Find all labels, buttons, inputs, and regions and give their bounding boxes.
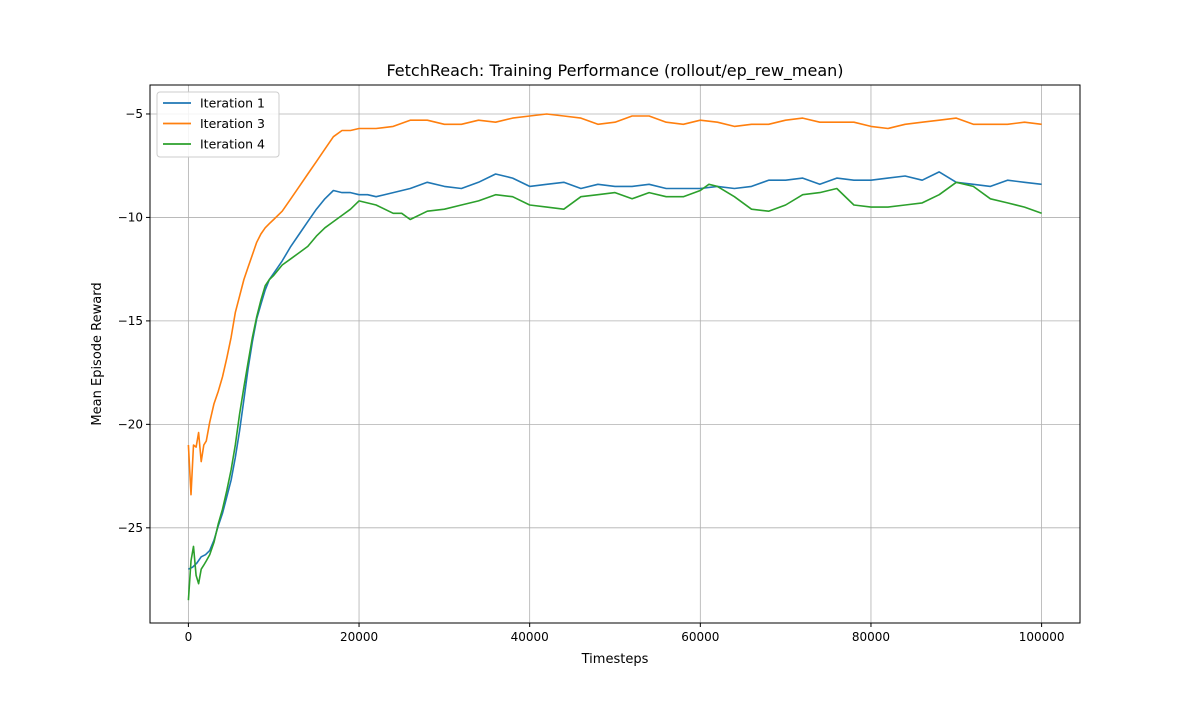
grid [150, 85, 1080, 623]
y-tick-label: −20 [118, 417, 143, 431]
y-tick-label: −25 [118, 521, 143, 535]
y-tick-label: −10 [118, 210, 143, 224]
y-axis-label: Mean Episode Reward [90, 282, 105, 425]
legend: Iteration 1 Iteration 3 Iteration 4 [156, 91, 280, 158]
legend-label: Iteration 3 [200, 116, 265, 131]
x-tick-label: 60000 [681, 630, 719, 644]
x-tick-label: 100000 [1019, 630, 1065, 644]
series-line-2 [187, 113, 1042, 496]
x-tick-label: 40000 [511, 630, 549, 644]
series-line-1 [188, 171, 1042, 570]
series-line-3 [187, 181, 1042, 601]
axes: 0 20000 40000 60000 80000 100000 −25 −20 −15 −10 −… [118, 107, 1065, 644]
x-tick-label: 80000 [852, 630, 890, 644]
x-axis-label: Timesteps [581, 652, 649, 667]
legend-box [156, 91, 280, 158]
x-tick-label: 0 [185, 630, 193, 644]
y-tick-label: −5 [125, 107, 143, 121]
x-tick-label: 20000 [340, 630, 378, 644]
legend-label: Iteration 1 [200, 96, 265, 111]
series-lines [187, 113, 1042, 601]
chart-title: FetchReach: Training Performance (rollou… [386, 61, 843, 81]
legend-label: Iteration 4 [200, 137, 265, 152]
y-tick-label: −15 [118, 314, 143, 328]
plot-frame [149, 84, 1081, 624]
